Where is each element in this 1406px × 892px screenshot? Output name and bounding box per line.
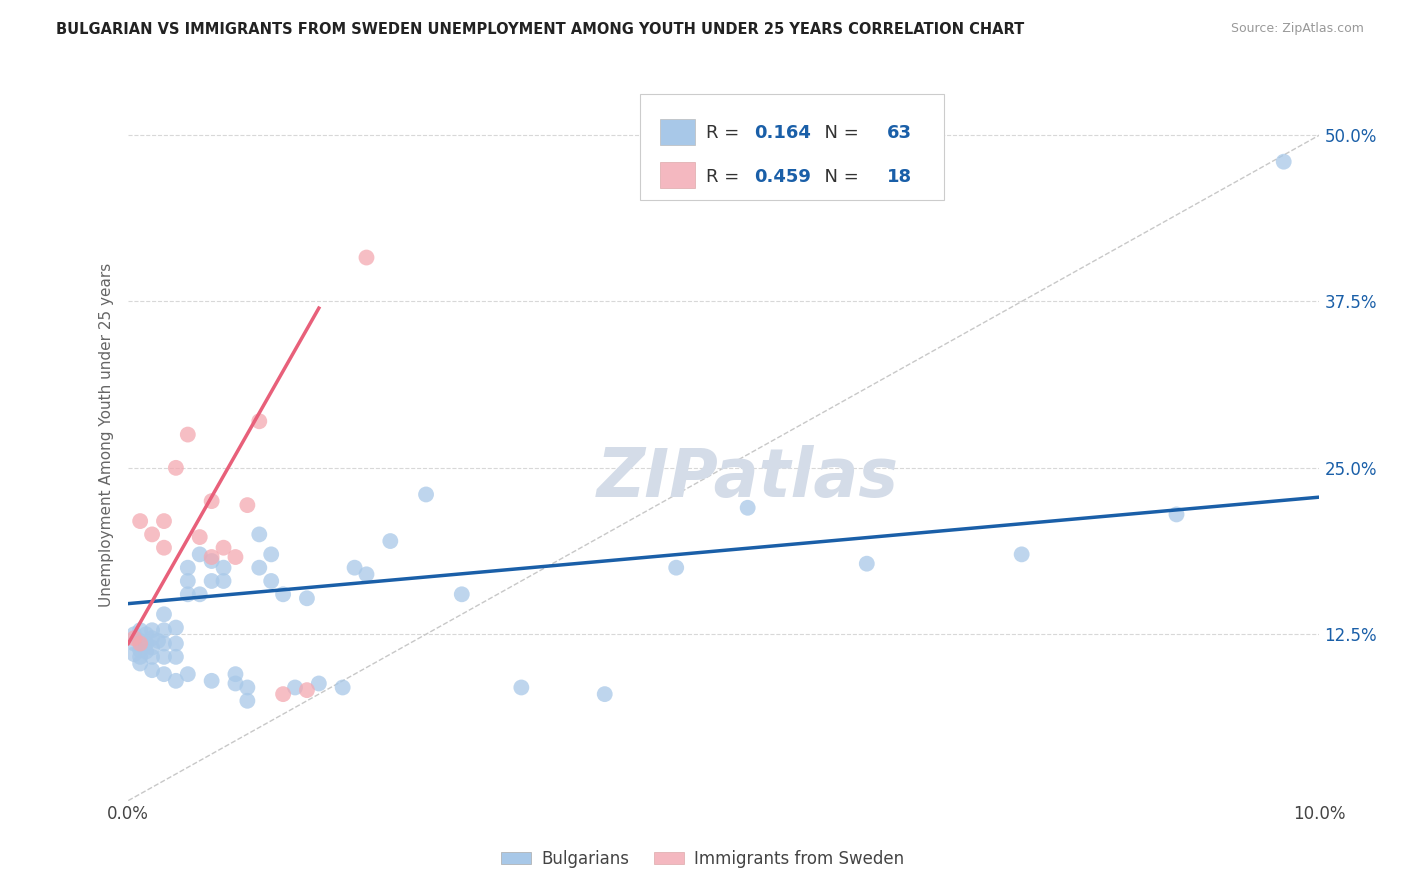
Text: 0.459: 0.459	[754, 168, 810, 186]
Point	[122, 636, 145, 650]
Point	[665, 560, 688, 574]
Point	[212, 574, 235, 588]
Point	[510, 681, 533, 695]
Point	[153, 649, 176, 664]
FancyBboxPatch shape	[659, 119, 695, 145]
Text: Source: ZipAtlas.com: Source: ZipAtlas.com	[1230, 22, 1364, 36]
Point	[415, 487, 437, 501]
Point	[236, 498, 259, 512]
Point	[153, 624, 176, 638]
Point	[141, 527, 163, 541]
Text: 18: 18	[887, 168, 912, 186]
Point	[201, 673, 224, 688]
Point	[1011, 547, 1033, 561]
FancyBboxPatch shape	[641, 95, 945, 201]
Point	[247, 527, 270, 541]
Point	[188, 547, 211, 561]
Point	[271, 587, 294, 601]
Point	[153, 667, 176, 681]
Text: R =: R =	[706, 168, 745, 186]
Point	[135, 627, 157, 641]
Point	[153, 607, 176, 622]
Point	[450, 587, 472, 601]
Point	[188, 530, 211, 544]
Point	[141, 663, 163, 677]
Point	[177, 560, 200, 574]
Point	[129, 633, 152, 648]
Text: 63: 63	[887, 124, 912, 142]
FancyBboxPatch shape	[659, 162, 695, 188]
Point	[343, 560, 366, 574]
Point	[122, 627, 145, 641]
Point	[141, 640, 163, 655]
Text: 0.164: 0.164	[754, 124, 810, 142]
Point	[260, 547, 283, 561]
Point	[177, 427, 200, 442]
Text: BULGARIAN VS IMMIGRANTS FROM SWEDEN UNEMPLOYMENT AMONG YOUTH UNDER 25 YEARS CORR: BULGARIAN VS IMMIGRANTS FROM SWEDEN UNEM…	[56, 22, 1025, 37]
Point	[284, 681, 307, 695]
Point	[177, 667, 200, 681]
Point	[122, 632, 145, 646]
Point	[146, 633, 169, 648]
Point	[153, 541, 176, 555]
Legend: Bulgarians, Immigrants from Sweden: Bulgarians, Immigrants from Sweden	[495, 844, 911, 875]
Point	[224, 667, 246, 681]
Point	[177, 574, 200, 588]
Point	[236, 681, 259, 695]
Point	[201, 554, 224, 568]
Point	[1272, 154, 1295, 169]
Point	[153, 514, 176, 528]
Point	[332, 681, 354, 695]
Point	[201, 549, 224, 564]
Point	[295, 683, 318, 698]
Point	[129, 636, 152, 650]
Point	[593, 687, 616, 701]
Point	[165, 636, 187, 650]
Point	[129, 514, 152, 528]
Point	[129, 624, 152, 638]
Point	[122, 647, 145, 661]
Point	[247, 560, 270, 574]
Y-axis label: Unemployment Among Youth under 25 years: Unemployment Among Youth under 25 years	[100, 262, 114, 607]
Point	[177, 587, 200, 601]
Text: N =: N =	[813, 168, 865, 186]
Point	[129, 657, 152, 671]
Point	[165, 460, 187, 475]
Point	[165, 649, 187, 664]
Point	[201, 494, 224, 508]
Point	[308, 676, 330, 690]
Point	[135, 636, 157, 650]
Point	[1166, 508, 1188, 522]
Point	[380, 534, 402, 549]
Point	[224, 676, 246, 690]
Point	[247, 414, 270, 428]
Point	[855, 557, 877, 571]
Point	[260, 574, 283, 588]
Point	[356, 251, 378, 265]
Point	[141, 649, 163, 664]
Point	[224, 549, 246, 564]
Point	[737, 500, 759, 515]
Point	[236, 694, 259, 708]
Point	[212, 541, 235, 555]
Point	[129, 643, 152, 657]
Point	[295, 591, 318, 606]
Point	[201, 574, 224, 588]
Point	[165, 621, 187, 635]
Point	[165, 673, 187, 688]
Point	[271, 687, 294, 701]
Point	[141, 624, 163, 638]
Point	[188, 587, 211, 601]
Point	[141, 632, 163, 646]
Point	[129, 649, 152, 664]
Text: R =: R =	[706, 124, 745, 142]
Point	[212, 560, 235, 574]
Point	[153, 636, 176, 650]
Text: N =: N =	[813, 124, 865, 142]
Point	[356, 567, 378, 582]
Point	[135, 644, 157, 658]
Text: ZIPatlas: ZIPatlas	[596, 445, 898, 511]
